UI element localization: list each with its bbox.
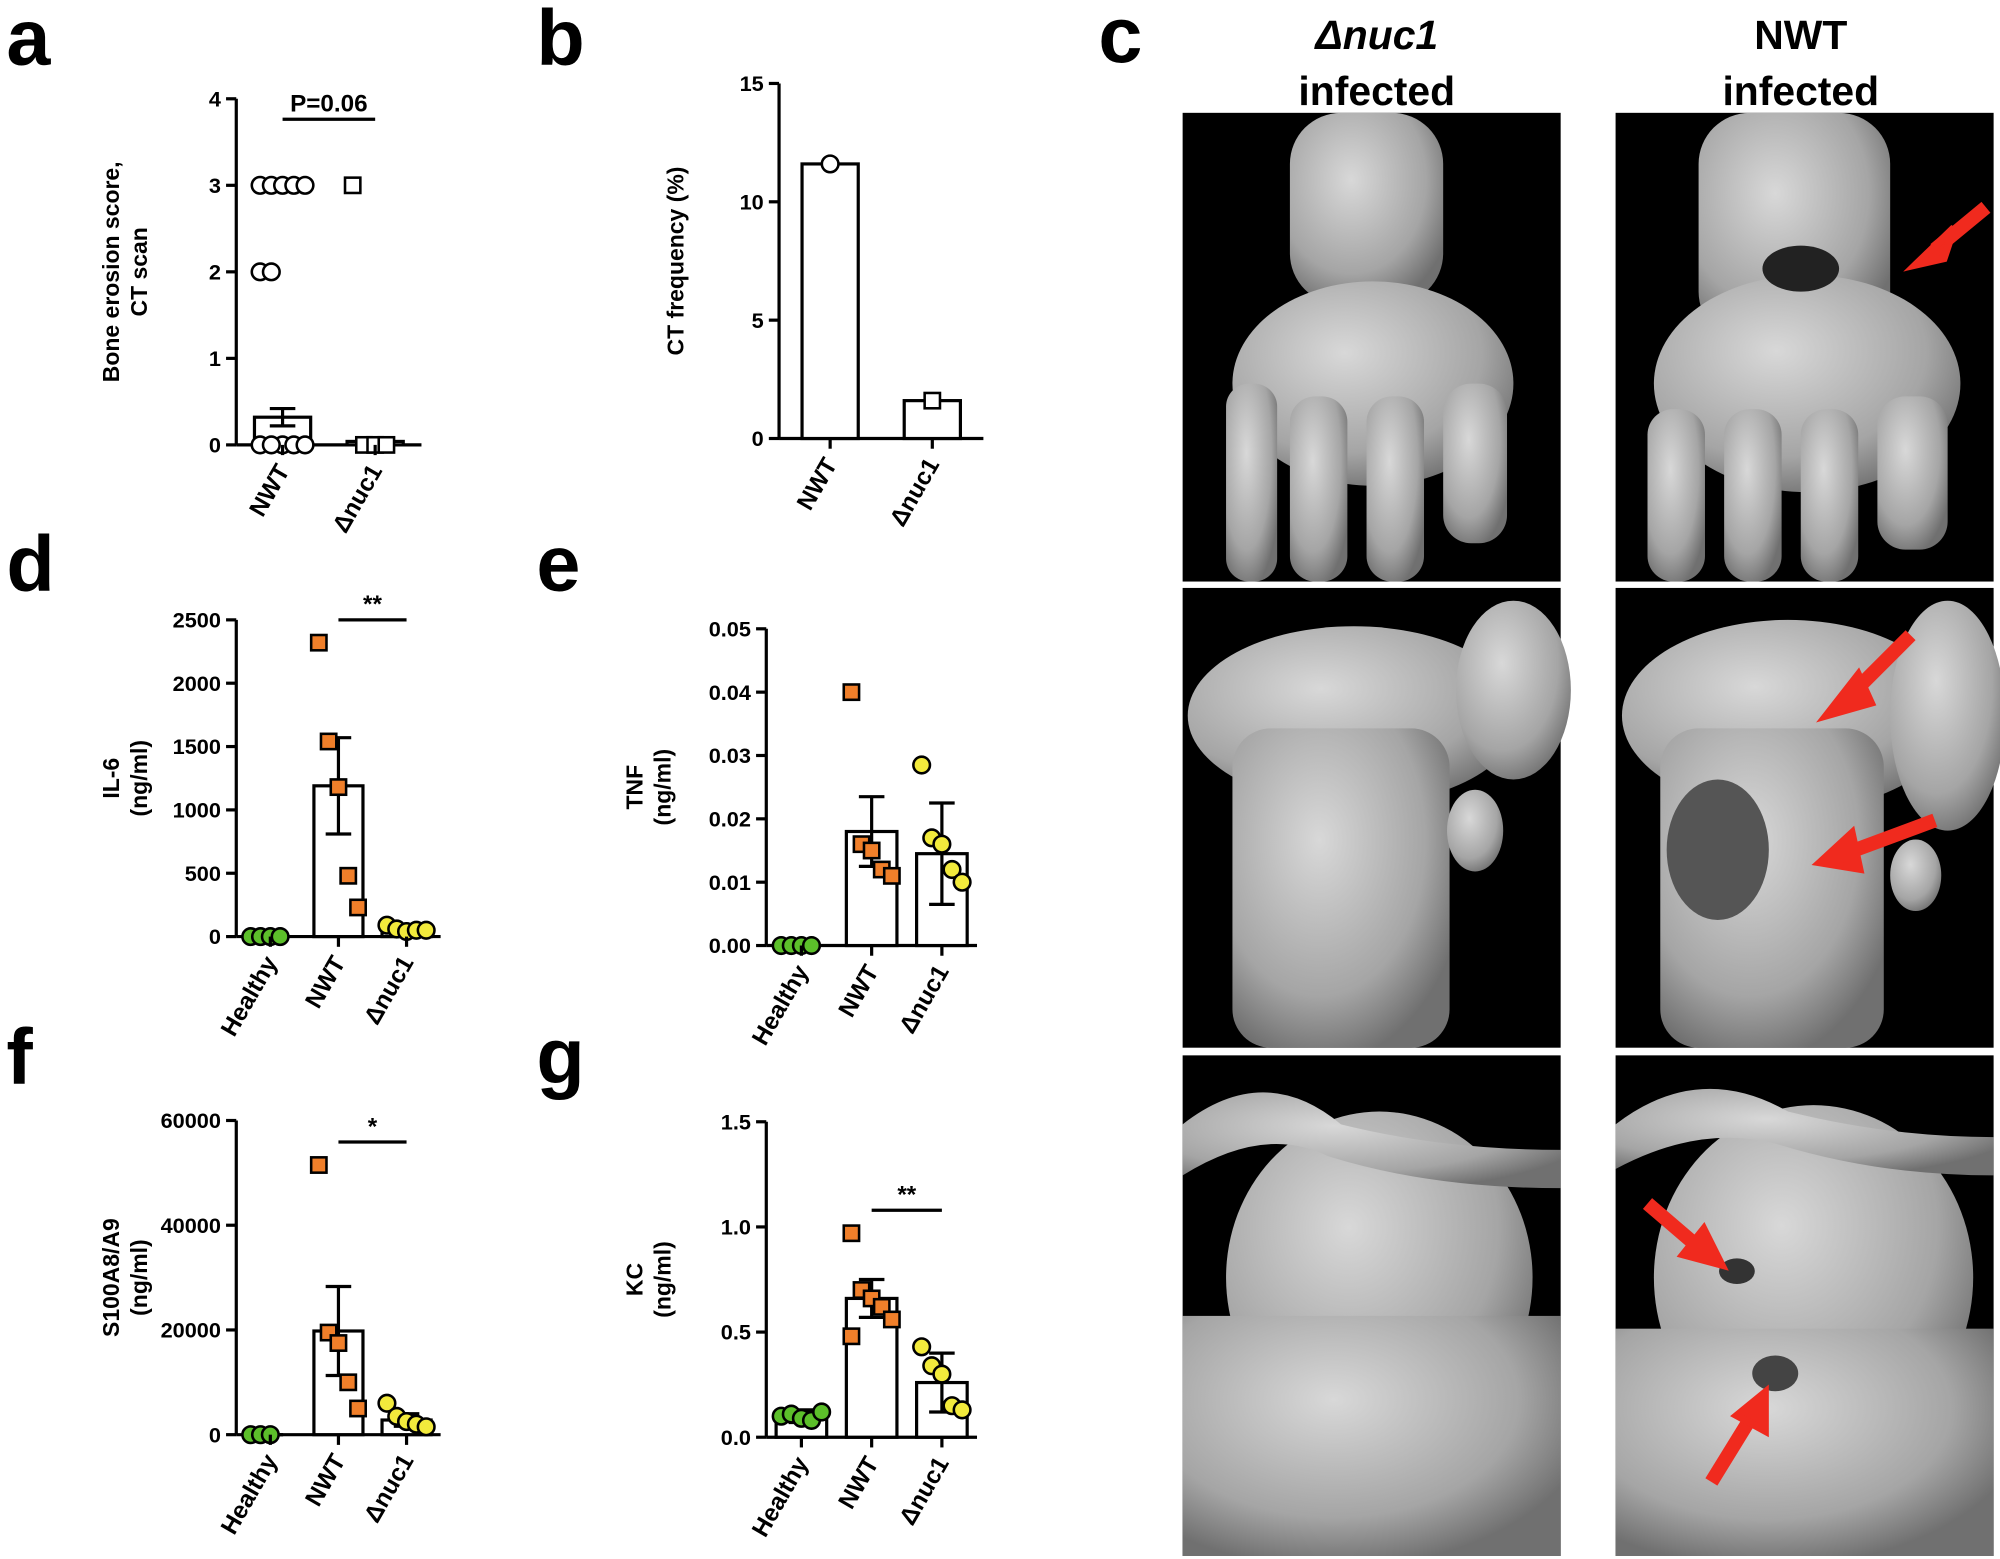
data-point <box>842 1327 861 1346</box>
y-tick-label: 0.01 <box>709 870 751 895</box>
image-row-3 <box>1182 1055 1994 1557</box>
column-header: infected <box>1298 68 1455 114</box>
y-tick-label: 20000 <box>161 1318 221 1343</box>
data-point <box>339 866 358 885</box>
data-point <box>932 834 952 854</box>
data-point <box>319 732 338 751</box>
y-axis-label: TNF <box>621 765 647 810</box>
y-axis-label: (ng/ml) <box>126 740 152 817</box>
significance-label: ** <box>363 591 382 618</box>
y-tick-label: 500 <box>185 861 221 886</box>
y-tick-label: 0.02 <box>709 806 751 831</box>
y-tick-label: 0 <box>209 433 221 458</box>
y-tick-label: 1.5 <box>721 1109 751 1134</box>
data-point <box>952 872 972 892</box>
significance-label: ** <box>897 1182 916 1209</box>
data-point <box>842 683 861 702</box>
y-tick-label: 0.00 <box>709 933 751 958</box>
column-header: Δnuc1 <box>1313 12 1438 58</box>
y-axis-label: (ng/ml) <box>126 1239 152 1316</box>
data-point <box>882 1310 901 1329</box>
y-tick-label: 1 <box>209 346 221 371</box>
panel-letter: c <box>1098 0 1142 79</box>
data-point <box>932 1364 952 1384</box>
data-point <box>377 1393 397 1413</box>
y-tick-label: 0.5 <box>721 1320 751 1345</box>
y-tick-label: 0 <box>209 1422 221 1447</box>
y-tick-label: 1.0 <box>721 1215 751 1240</box>
data-point <box>912 755 932 775</box>
data-point <box>952 1400 972 1420</box>
data-point <box>295 435 315 455</box>
data-point <box>295 175 315 195</box>
y-tick-label: 1500 <box>173 734 221 759</box>
y-tick-label: 5 <box>752 308 764 333</box>
panel-letter: g <box>536 1011 584 1100</box>
y-tick-label: 0 <box>209 924 221 949</box>
data-point <box>309 633 328 652</box>
ct-images <box>1182 112 2000 1557</box>
y-tick-label: 2 <box>209 259 221 284</box>
data-point <box>309 1156 328 1174</box>
y-tick-label: 2500 <box>173 608 221 633</box>
data-point <box>261 262 281 282</box>
y-tick-label: 3 <box>209 173 221 198</box>
data-point <box>416 920 436 940</box>
y-axis-label: CT frequency (%) <box>662 167 688 356</box>
data-point <box>882 866 901 885</box>
y-axis-label: (ng/ml) <box>649 749 675 826</box>
y-axis-label: Bone erosion score, <box>98 161 124 382</box>
data-point <box>270 927 290 947</box>
data-point <box>339 1373 358 1392</box>
bar <box>800 162 860 441</box>
data-point <box>942 859 962 880</box>
y-axis-label: S100A8/A9 <box>98 1218 124 1337</box>
data-point <box>349 1399 367 1418</box>
panel-letter: e <box>536 518 580 607</box>
data-point <box>801 935 822 956</box>
y-tick-label: 0.04 <box>709 680 751 705</box>
data-point <box>416 1417 436 1437</box>
data-point <box>261 435 281 455</box>
y-axis-label: IL-6 <box>98 758 124 799</box>
y-axis-label: CT scan <box>126 227 152 316</box>
y-tick-label: 0.0 <box>721 1425 751 1450</box>
column-header: infected <box>1722 68 1879 114</box>
image-row-1 <box>1182 112 1994 582</box>
significance-label: P=0.06 <box>290 91 368 118</box>
panel-letter: d <box>6 518 54 607</box>
data-point <box>842 1224 861 1243</box>
y-tick-label: 1000 <box>173 798 221 823</box>
y-tick-label: 0.05 <box>709 616 751 641</box>
panel-letter: b <box>536 0 584 81</box>
y-tick-label: 4 <box>209 86 221 111</box>
y-axis-label: (ng/ml) <box>649 1241 675 1318</box>
y-tick-label: 40000 <box>161 1213 221 1238</box>
y-tick-label: 2000 <box>173 671 221 696</box>
y-tick-label: 10 <box>740 189 764 214</box>
panel-letter: a <box>6 0 51 81</box>
image-row-2 <box>1182 587 2000 1048</box>
data-point <box>812 1402 832 1422</box>
column-header: NWT <box>1754 12 1847 58</box>
panel-letter: f <box>6 1011 33 1100</box>
data-point <box>343 176 362 195</box>
data-point <box>349 898 367 917</box>
significance-label: * <box>368 1113 378 1140</box>
data-point <box>820 154 840 174</box>
y-tick-label: 15 <box>740 71 764 96</box>
y-tick-label: 0 <box>752 426 764 451</box>
error-bar <box>269 406 296 428</box>
y-tick-label: 0.03 <box>709 743 751 768</box>
data-point <box>329 778 348 797</box>
data-point <box>377 435 396 454</box>
y-axis-label: KC <box>621 1263 647 1296</box>
data-point <box>862 841 881 860</box>
data-point <box>329 1334 348 1352</box>
data-point <box>923 391 942 410</box>
y-tick-label: 60000 <box>161 1108 221 1133</box>
data-point <box>912 1337 932 1357</box>
